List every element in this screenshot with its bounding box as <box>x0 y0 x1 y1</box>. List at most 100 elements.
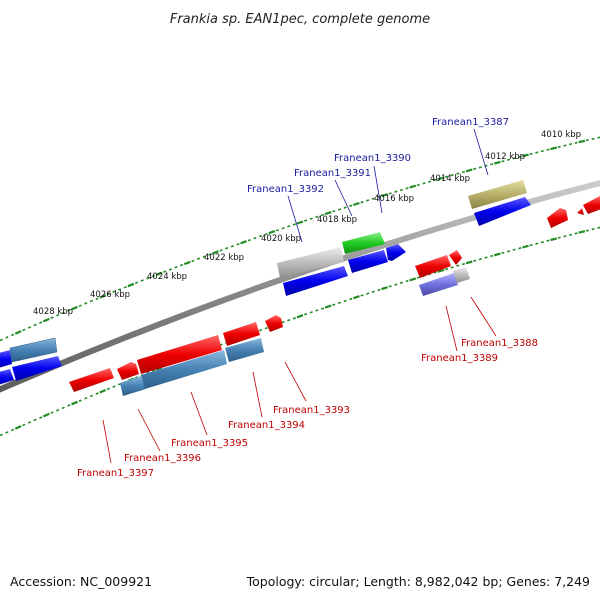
top-leader-lines <box>287 128 489 243</box>
gene-label[interactable]: Franean1_3393 <box>273 405 350 416</box>
gene-arrow[interactable] <box>9 337 58 363</box>
gene-label[interactable]: Franean1_3394 <box>228 420 305 431</box>
tick-mark <box>437 268 445 273</box>
gene-label[interactable]: Franean1_3395 <box>171 438 248 449</box>
tick-mark <box>366 199 370 202</box>
leader-line <box>252 371 263 418</box>
gene-arrow[interactable] <box>0 350 12 369</box>
gene-label[interactable]: Franean1_3388 <box>461 338 538 349</box>
gene-arrow-3393[interactable] <box>265 315 283 332</box>
tick-mark <box>522 244 529 249</box>
tick-mark <box>42 317 50 323</box>
tick-mark <box>5 336 9 339</box>
tick-mark <box>416 183 420 187</box>
gene-label[interactable]: Franean1_3389 <box>421 353 498 364</box>
gene-arrow[interactable] <box>12 356 62 381</box>
gene-arrow-3387[interactable] <box>468 180 527 209</box>
tick-mark <box>134 281 139 284</box>
tick-mark <box>151 369 156 372</box>
map-title: Frankia sp. EAN1pec, complete genome <box>170 12 430 27</box>
tick-mark <box>33 323 37 327</box>
gene-arrow[interactable] <box>415 255 451 278</box>
gene-arrow[interactable] <box>583 196 600 214</box>
tick-mark <box>268 230 276 235</box>
kbp-label: 4020 kbp <box>261 234 301 244</box>
tick-mark <box>55 313 60 317</box>
tick-mark <box>399 281 404 284</box>
tick-mark <box>465 260 473 265</box>
gene-arrow[interactable] <box>474 197 531 226</box>
tick-mark <box>337 208 342 211</box>
tick-mark <box>540 241 544 244</box>
tick-mark <box>240 240 247 245</box>
gene-arrow-3397[interactable] <box>69 368 114 392</box>
gene-arrow-3394[interactable] <box>223 322 260 346</box>
gene-arrow[interactable] <box>0 369 14 386</box>
tick-mark <box>264 326 268 330</box>
tick-mark <box>202 255 206 258</box>
tick-mark <box>461 262 466 266</box>
bottom-leader-lines <box>102 296 497 464</box>
kbp-label: 4022 kbp <box>204 253 244 263</box>
tick-mark <box>518 247 522 250</box>
tick-mark <box>574 141 578 144</box>
gene-arrow[interactable] <box>449 250 462 265</box>
tick-mark <box>405 279 409 283</box>
tick-mark <box>112 385 116 388</box>
gene-arrow-3396[interactable] <box>117 362 139 380</box>
gene-label[interactable]: Franean1_3392 <box>247 184 324 195</box>
gene-label[interactable]: Franean1_3387 <box>432 117 509 128</box>
accession-text: Accession: NC_009921 <box>10 574 152 589</box>
tick-mark <box>0 433 3 437</box>
tick-mark <box>465 168 473 173</box>
tick-mark <box>563 235 567 238</box>
tick-mark <box>461 170 466 174</box>
tick-mark <box>332 210 336 213</box>
gene-arrow[interactable] <box>547 208 568 228</box>
tick-mark <box>490 254 494 258</box>
gene-label[interactable]: Franean1_3390 <box>334 153 411 164</box>
gene-arrow-3389[interactable] <box>419 273 458 296</box>
tick-mark <box>287 318 291 322</box>
tick-mark <box>0 338 3 342</box>
tick-mark <box>14 330 22 335</box>
gene-arrow[interactable] <box>141 350 227 389</box>
kbp-label: 4014 kbp <box>430 174 470 184</box>
tick-mark <box>399 188 404 192</box>
tick-mark <box>501 251 505 254</box>
tick-mark <box>67 404 71 407</box>
tick-mark <box>405 187 409 190</box>
tick-mark <box>381 286 388 291</box>
gene-arrow-3395[interactable] <box>137 335 222 374</box>
tick-mark <box>39 321 43 324</box>
tick-mark <box>275 229 280 232</box>
tick-mark <box>535 151 539 154</box>
tick-mark <box>563 144 567 147</box>
gene-arrow-3388[interactable] <box>453 267 470 283</box>
tick-mark <box>478 166 482 169</box>
tick-mark <box>360 294 364 297</box>
leader-line <box>190 391 208 436</box>
gene-arrow[interactable] <box>225 338 264 362</box>
tick-mark <box>450 266 454 269</box>
tick-mark <box>71 305 78 311</box>
tick-mark <box>22 423 26 427</box>
tick-mark <box>366 292 370 295</box>
tick-mark <box>522 153 529 158</box>
gene-arrow-3392[interactable] <box>277 247 344 278</box>
gene-label[interactable]: Franean1_3396 <box>124 453 201 464</box>
gene-arrow[interactable] <box>577 208 584 215</box>
tick-mark <box>394 283 398 286</box>
gene-arrow[interactable] <box>283 266 348 296</box>
tick-mark <box>535 242 539 245</box>
gene-label[interactable]: Franean1_3391 <box>294 168 371 179</box>
leader-line <box>287 195 303 243</box>
tick-mark <box>292 223 296 226</box>
gene-label[interactable]: Franean1_3397 <box>77 468 154 479</box>
gene-arrow[interactable] <box>120 376 146 396</box>
gene-arrow-3391[interactable] <box>342 232 385 254</box>
tick-mark <box>22 328 26 332</box>
gene-arrow[interactable] <box>386 244 406 261</box>
gene-arrow[interactable] <box>348 250 388 273</box>
